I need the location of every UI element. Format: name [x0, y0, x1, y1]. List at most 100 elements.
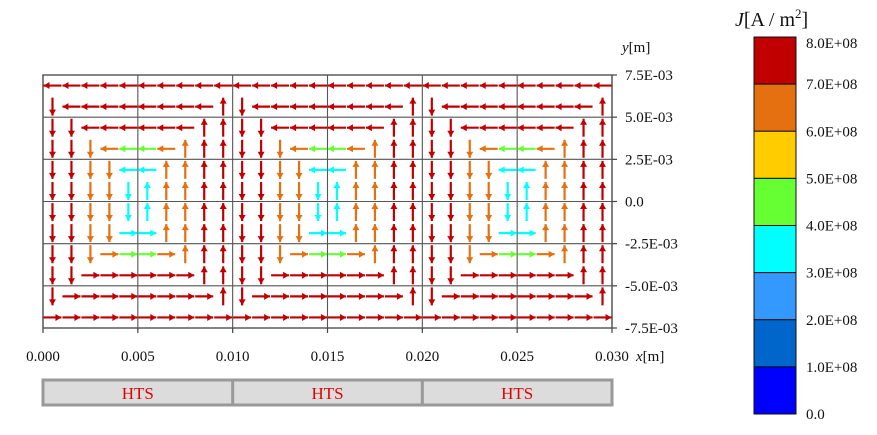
current-arrow-head — [384, 103, 391, 111]
current-arrow-head — [321, 292, 328, 300]
current-arrow-head — [485, 172, 493, 179]
current-arrow-head — [441, 82, 448, 90]
current-arrow-head — [200, 139, 208, 146]
current-arrow-head — [309, 166, 316, 174]
current-arrow-head — [157, 145, 164, 153]
current-arrow-head — [434, 313, 441, 321]
current-arrow-head — [321, 229, 328, 237]
current-arrow-head — [295, 215, 303, 222]
current-arrow-head — [200, 224, 208, 231]
current-arrow-head — [74, 313, 81, 321]
current-arrow-head — [377, 292, 384, 300]
current-arrow-head — [86, 172, 94, 179]
current-arrow-head — [593, 82, 600, 90]
current-arrow-head — [498, 124, 505, 132]
current-arrow-head — [409, 287, 417, 294]
current-arrow-head — [428, 257, 436, 264]
colorbar: 8.0E+08 7.0E+08 6.0E+08 5.0E+08 4.0E+08 3.0E+… — [753, 36, 857, 423]
current-arrow-head — [599, 266, 607, 273]
current-arrow-head — [517, 124, 524, 132]
current-arrow-head — [574, 103, 581, 111]
current-arrow-head — [529, 271, 536, 279]
current-arrow-head — [390, 118, 398, 125]
current-arrow-head — [290, 145, 297, 153]
current-arrow-head — [181, 139, 189, 146]
current-arrow-head — [491, 250, 498, 258]
current-arrow-head — [396, 292, 403, 300]
current-arrow-head — [517, 145, 524, 153]
current-arrow-head — [574, 82, 581, 90]
current-arrow-head — [219, 97, 227, 104]
current-arrow-head — [327, 145, 334, 153]
current-arrow-head — [138, 103, 145, 111]
current-arrow-head — [599, 139, 607, 146]
current-arrow-head — [143, 203, 151, 210]
current-arrow-head — [428, 215, 436, 222]
current-arrow-head — [176, 124, 183, 132]
current-arrow-head — [302, 292, 309, 300]
y-tick-label: -7.5E-03 — [625, 321, 678, 337]
colorbar-swatch — [753, 319, 797, 368]
current-arrow-head — [150, 250, 157, 258]
current-arrow-head — [321, 250, 328, 258]
current-arrow-head — [352, 181, 360, 188]
current-arrow-head — [138, 166, 145, 174]
current-arrow-head — [409, 224, 417, 231]
colorbar-tick-label: 6.0E+08 — [806, 124, 857, 140]
current-arrow-head — [561, 245, 569, 252]
current-arrow-head — [62, 103, 69, 111]
current-arrow-head — [131, 313, 138, 321]
current-arrow-head — [238, 299, 246, 306]
current-arrow-head — [314, 193, 322, 200]
current-arrow-head — [200, 245, 208, 252]
current-arrow-head — [561, 181, 569, 188]
current-arrow-head — [390, 266, 398, 273]
current-arrow-head — [447, 257, 455, 264]
current-arrow-head — [157, 124, 164, 132]
current-arrow-head — [257, 193, 265, 200]
current-arrow-head — [460, 82, 467, 90]
current-arrow-head — [321, 271, 328, 279]
current-arrow-head — [365, 82, 372, 90]
current-arrow-head — [181, 203, 189, 210]
current-arrow-head — [529, 292, 536, 300]
current-arrow-head — [428, 299, 436, 306]
current-arrow-head — [371, 245, 379, 252]
current-arrow-head — [580, 224, 588, 231]
vector-field — [43, 82, 612, 321]
current-arrow-head — [479, 124, 486, 132]
current-arrow-head — [143, 181, 151, 188]
colorbar-swatch — [753, 36, 797, 85]
colorbar-tick-label: 7.0E+08 — [806, 77, 857, 93]
current-arrow-head — [226, 313, 233, 321]
current-arrow-head — [390, 203, 398, 210]
current-arrow-head — [555, 124, 562, 132]
current-arrow-head — [561, 203, 569, 210]
current-arrow-head — [238, 151, 246, 158]
current-arrow-head — [409, 203, 417, 210]
current-arrow-head — [504, 215, 512, 222]
current-arrow-head — [238, 257, 246, 264]
current-arrow-head — [339, 292, 346, 300]
current-arrow-head — [86, 236, 94, 243]
current-arrow-head — [119, 145, 126, 153]
current-arrow-head — [605, 313, 612, 321]
colorbar-swatch — [753, 366, 797, 415]
colorbar-swatch — [753, 177, 797, 226]
current-arrow-head — [100, 124, 107, 132]
current-arrow-head — [150, 292, 157, 300]
current-arrow-head — [67, 172, 75, 179]
current-arrow-head — [460, 124, 467, 132]
current-arrow-head — [181, 245, 189, 252]
current-arrow-head — [48, 130, 56, 137]
current-arrow-head — [510, 250, 517, 258]
current-arrow-head — [48, 257, 56, 264]
current-arrow-head — [112, 250, 119, 258]
current-arrow-head — [238, 172, 246, 179]
current-arrow-head — [238, 109, 246, 116]
current-arrow-head — [93, 271, 100, 279]
current-arrow-head — [409, 181, 417, 188]
current-arrow-head — [479, 103, 486, 111]
current-arrow-head — [599, 287, 607, 294]
current-arrow-head — [555, 103, 562, 111]
